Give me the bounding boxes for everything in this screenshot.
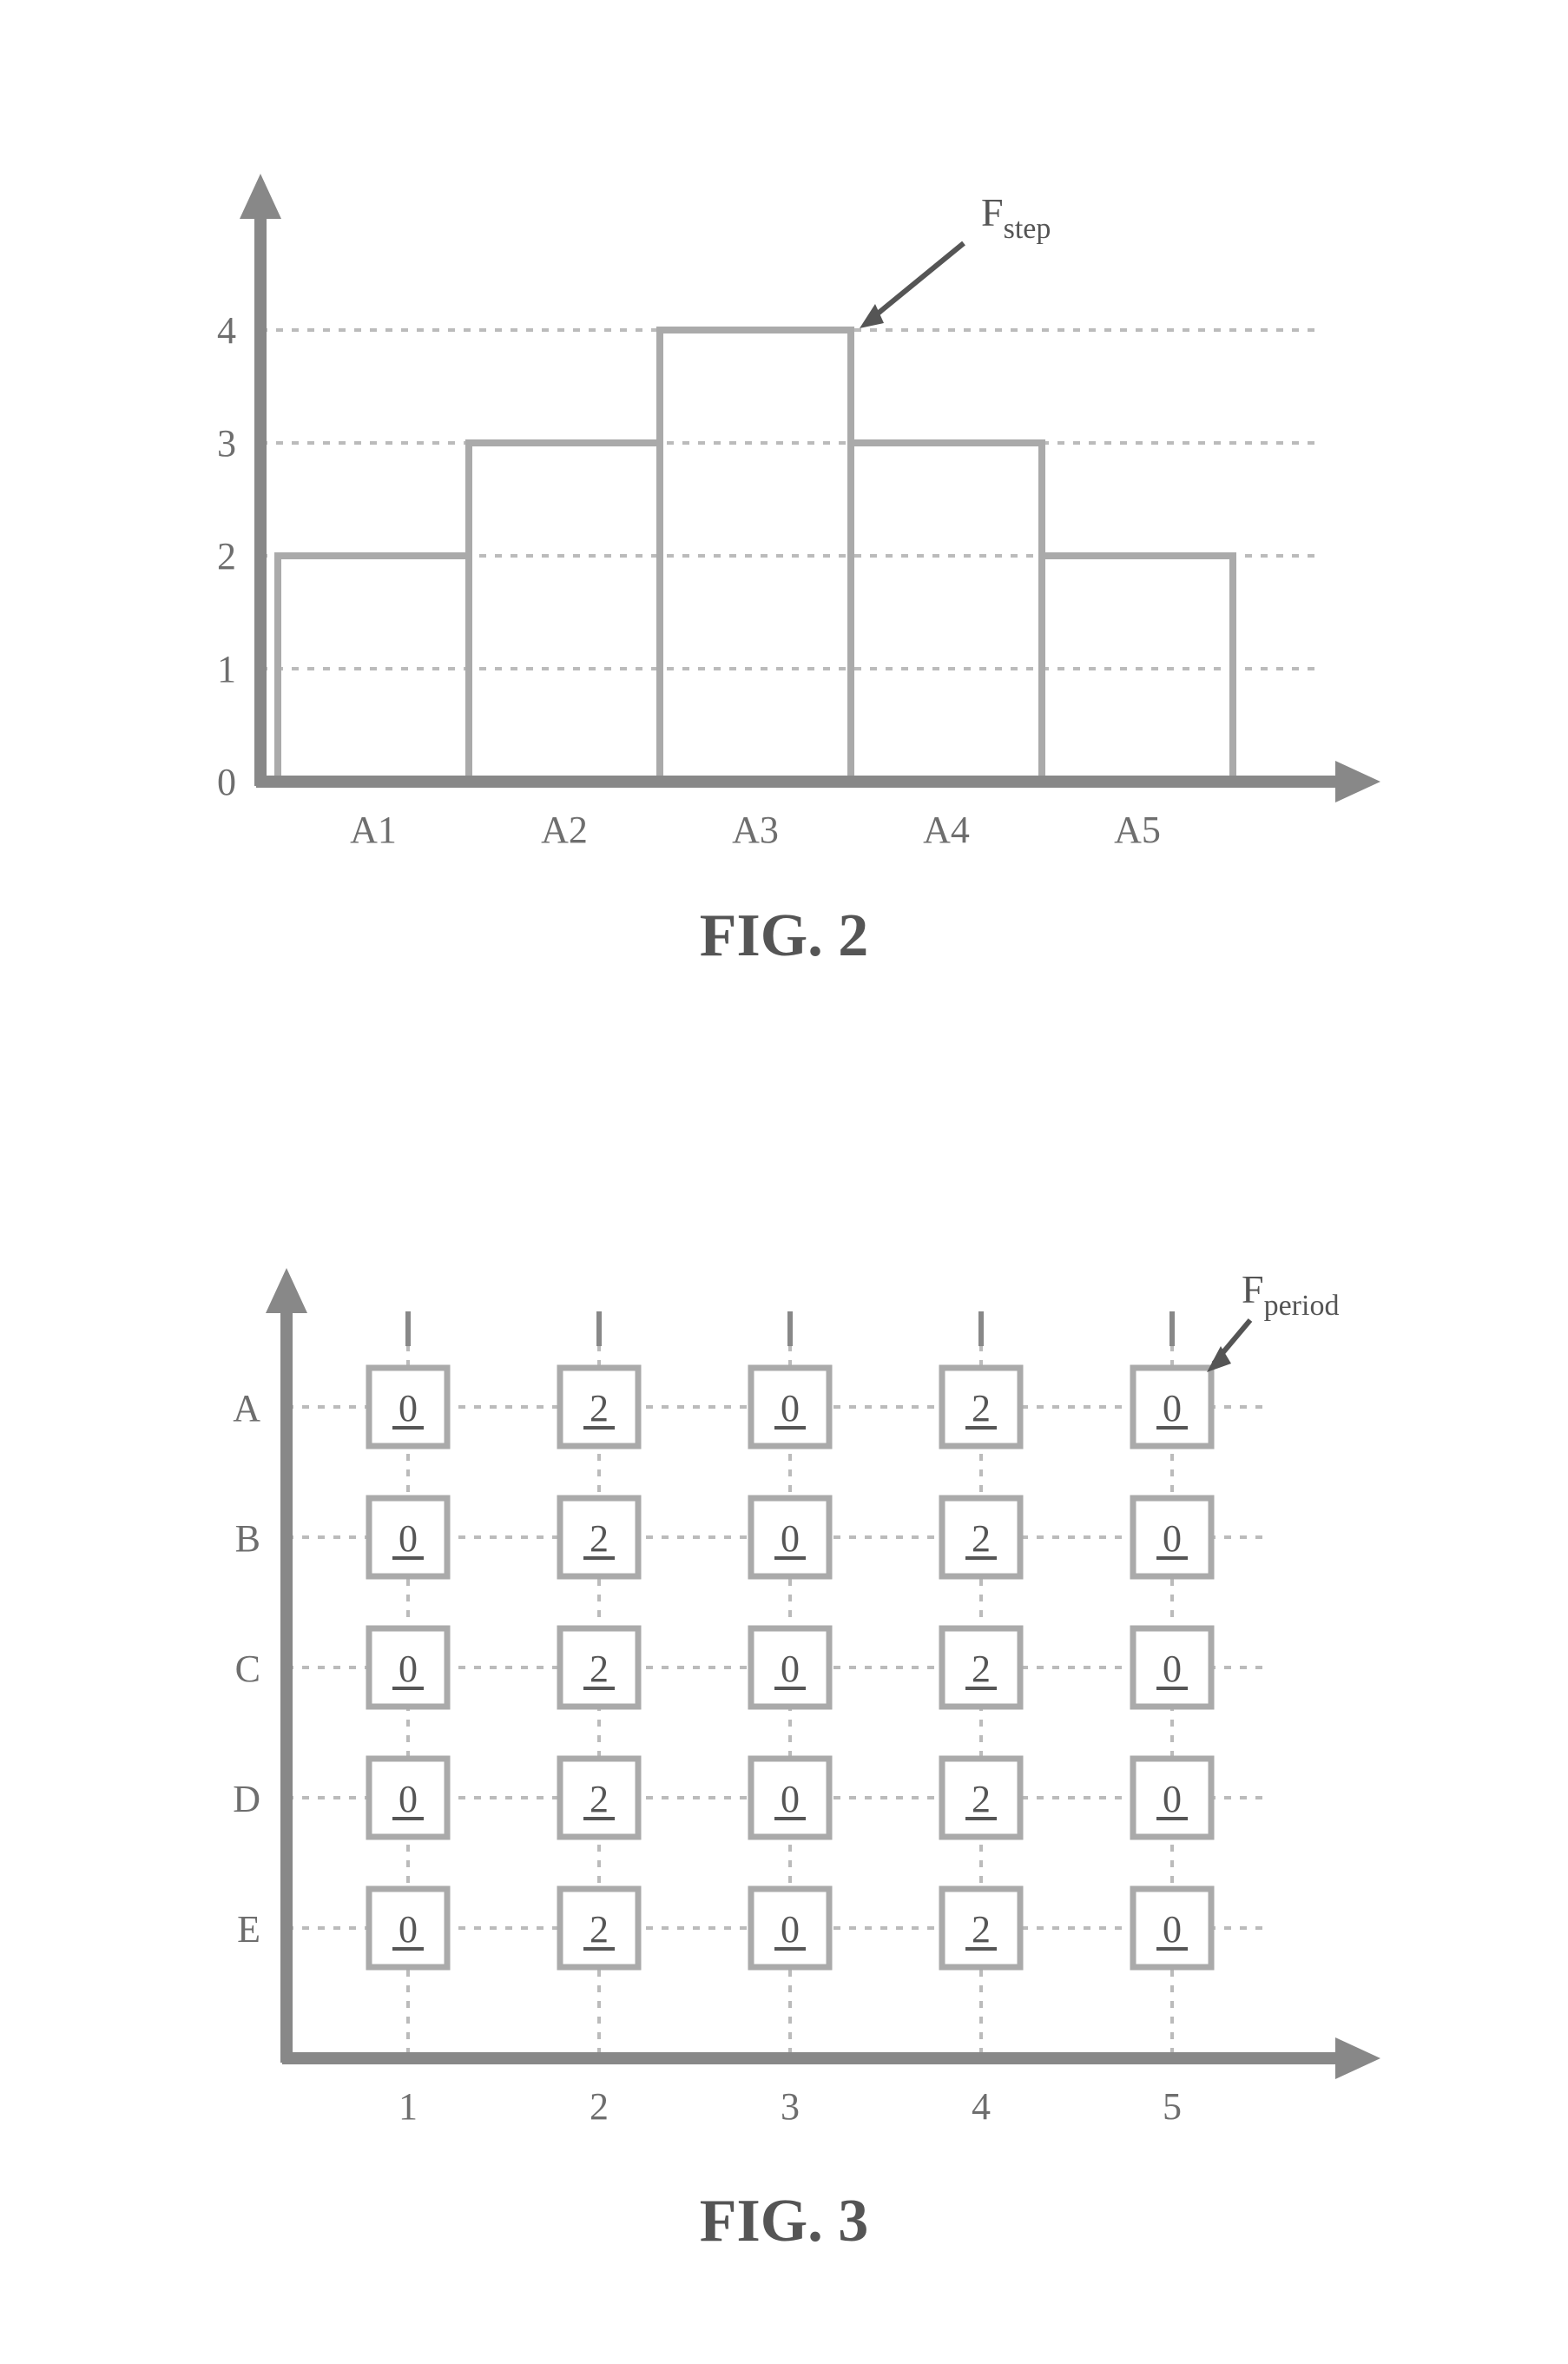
fig3-cell-a5: 0 [1133, 1368, 1211, 1446]
fig3-rowlabel-c: C [235, 1648, 260, 1690]
fig3-cell-a2: 2 [560, 1368, 638, 1446]
fig2-annotation: Fstep [860, 190, 1051, 328]
fig3-collabel-3: 3 [781, 2085, 800, 2128]
fig3-cell-a4: 2 [942, 1368, 1020, 1446]
fig3-rowlabel-b: B [235, 1517, 260, 1560]
svg-text:2: 2 [972, 1387, 991, 1430]
fig3-cell-a1: 0 [369, 1368, 447, 1446]
fig3-cell-c5: 0 [1133, 1628, 1211, 1707]
fig3-cell-b5: 0 [1133, 1498, 1211, 1576]
fig2-ytick-3: 3 [217, 422, 236, 465]
fig2-ytick-4: 4 [217, 309, 236, 352]
svg-text:0: 0 [781, 1648, 800, 1690]
fig3-collabels: 1 2 3 4 5 [399, 2085, 1182, 2128]
svg-text:0: 0 [399, 1387, 418, 1430]
fig3-cell-e3: 0 [751, 1889, 829, 1967]
fig3-caption: FIG. 3 [700, 2188, 868, 2255]
svg-text:2: 2 [972, 1778, 991, 1820]
fig3-rowlabel-d: D [233, 1778, 260, 1820]
fig2-axes [240, 174, 1380, 802]
svg-text:0: 0 [1163, 1517, 1182, 1560]
fig3-cell-b1: 0 [369, 1498, 447, 1576]
fig3-cell-c1: 0 [369, 1628, 447, 1707]
fig3-cell-c3: 0 [751, 1628, 829, 1707]
fig3-cell-d4: 2 [942, 1759, 1020, 1837]
svg-text:0: 0 [1163, 1387, 1182, 1430]
svg-text:2: 2 [590, 1908, 609, 1951]
svg-text:2: 2 [590, 1517, 609, 1560]
svg-text:0: 0 [781, 1387, 800, 1430]
fig3-cell-b2: 2 [560, 1498, 638, 1576]
fig3-cell-d2: 2 [560, 1759, 638, 1837]
svg-text:0: 0 [781, 1517, 800, 1560]
svg-text:0: 0 [399, 1517, 418, 1560]
fig3-cell-d3: 0 [751, 1759, 829, 1837]
fig3-cell-c4: 2 [942, 1628, 1020, 1707]
svg-text:0: 0 [1163, 1908, 1182, 1951]
fig2-caption: FIG. 2 [700, 902, 868, 969]
fig3-annotation-sub: period [1264, 1290, 1340, 1322]
fig3-rowlabels: A B C D E [233, 1387, 260, 1951]
fig3-collabel-5: 5 [1163, 2085, 1182, 2128]
svg-text:2: 2 [590, 1648, 609, 1690]
fig3-cell-c2: 2 [560, 1628, 638, 1707]
fig2-yticks: 0 1 2 3 4 [217, 309, 236, 803]
fig3-collabel-2: 2 [590, 2085, 609, 2128]
svg-text:0: 0 [781, 1908, 800, 1951]
fig3-cell-a3: 0 [751, 1368, 829, 1446]
fig3-collabel-4: 4 [972, 2085, 991, 2128]
fig3-cell-e1: 0 [369, 1889, 447, 1967]
svg-text:2: 2 [590, 1387, 609, 1430]
svg-text:2: 2 [972, 1648, 991, 1690]
fig3-top-ticks [408, 1311, 1172, 1346]
fig2-xlabel-a4: A4 [923, 809, 970, 851]
svg-text:0: 0 [399, 1648, 418, 1690]
fig3-annotation: Fperiod [1207, 1267, 1339, 1372]
fig2-ytick-2: 2 [217, 535, 236, 578]
svg-text:0: 0 [781, 1778, 800, 1820]
fig2-plot: 0 1 2 3 4 [217, 174, 1380, 969]
fig3-cell-b4: 2 [942, 1498, 1020, 1576]
svg-text:2: 2 [972, 1517, 991, 1560]
svg-text:0: 0 [399, 1778, 418, 1820]
svg-text:2: 2 [590, 1778, 609, 1820]
fig2-xticks: A1 A2 A3 A4 A5 [350, 809, 1161, 851]
svg-text:2: 2 [972, 1908, 991, 1951]
fig3-annotation-f: F [1242, 1267, 1264, 1311]
fig2-xlabel-a1: A1 [350, 809, 397, 851]
fig2-ytick-1: 1 [217, 648, 236, 690]
fig3-plot: 0 2 0 2 0 0 2 0 2 0 0 2 0 2 0 0 2 0 2 0 … [233, 1267, 1380, 2255]
fig3-rowlabel-a: A [233, 1387, 260, 1430]
fig3-cell-e2: 2 [560, 1889, 638, 1967]
fig2-xlabel-a5: A5 [1114, 809, 1161, 851]
fig2-bars [278, 330, 1233, 782]
fig3-cell-b3: 0 [751, 1498, 829, 1576]
fig2-svg: 0 1 2 3 4 [0, 0, 1568, 990]
fig2-ytick-0: 0 [217, 761, 236, 803]
fig3-collabel-1: 1 [399, 2085, 418, 2128]
fig3-cell-e5: 0 [1133, 1889, 1211, 1967]
svg-text:Fstep: Fstep [981, 190, 1051, 245]
svg-text:0: 0 [1163, 1778, 1182, 1820]
fig2-grid [260, 330, 1320, 669]
fig2-xlabel-a2: A2 [541, 809, 588, 851]
fig2-annotation-sub: step [1004, 213, 1051, 245]
fig2-annotation-f: F [981, 190, 1004, 234]
svg-text:0: 0 [1163, 1648, 1182, 1690]
fig3-cell-d1: 0 [369, 1759, 447, 1837]
fig3-cell-d5: 0 [1133, 1759, 1211, 1837]
svg-text:Fperiod: Fperiod [1242, 1267, 1339, 1322]
fig2-xlabel-a3: A3 [732, 809, 779, 851]
svg-text:0: 0 [399, 1908, 418, 1951]
fig3-cell-e4: 2 [942, 1889, 1020, 1967]
fig3-svg: 0 2 0 2 0 0 2 0 2 0 0 2 0 2 0 0 2 0 2 0 … [0, 1146, 1568, 2362]
fig3-rowlabel-e: E [237, 1908, 260, 1951]
